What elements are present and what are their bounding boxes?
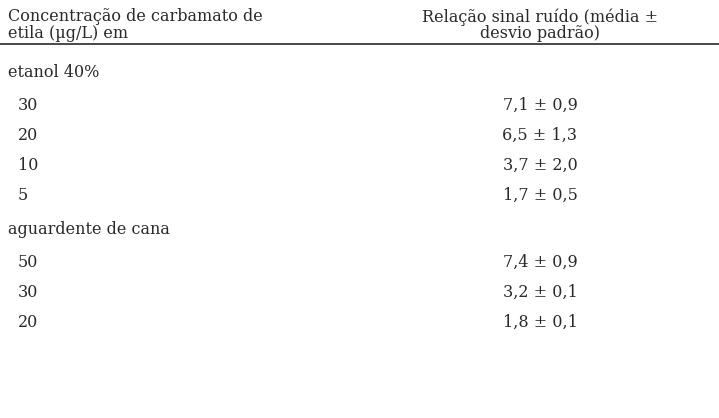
- Text: 30: 30: [18, 284, 38, 301]
- Text: 1,7 ± 0,5: 1,7 ± 0,5: [503, 187, 577, 204]
- Text: 1,8 ± 0,1: 1,8 ± 0,1: [503, 314, 577, 331]
- Text: 5: 5: [18, 187, 28, 204]
- Text: 20: 20: [18, 127, 38, 144]
- Text: 30: 30: [18, 97, 38, 114]
- Text: 50: 50: [18, 254, 38, 271]
- Text: etanol 40%: etanol 40%: [8, 64, 99, 81]
- Text: 7,1 ± 0,9: 7,1 ± 0,9: [503, 97, 577, 114]
- Text: 10: 10: [18, 157, 38, 174]
- Text: 6,5 ± 1,3: 6,5 ± 1,3: [503, 127, 577, 144]
- Text: aguardente de cana: aguardente de cana: [8, 221, 170, 238]
- Text: 3,2 ± 0,1: 3,2 ± 0,1: [503, 284, 577, 301]
- Text: 7,4 ± 0,9: 7,4 ± 0,9: [503, 254, 577, 271]
- Text: 3,7 ± 2,0: 3,7 ± 2,0: [503, 157, 577, 174]
- Text: etila (µg/L) em: etila (µg/L) em: [8, 25, 128, 42]
- Text: Relação sinal ruído (média ±: Relação sinal ruído (média ±: [422, 8, 658, 25]
- Text: desvio padrão): desvio padrão): [480, 25, 600, 42]
- Text: 20: 20: [18, 314, 38, 331]
- Text: Concentração de carbamato de: Concentração de carbamato de: [8, 8, 262, 25]
